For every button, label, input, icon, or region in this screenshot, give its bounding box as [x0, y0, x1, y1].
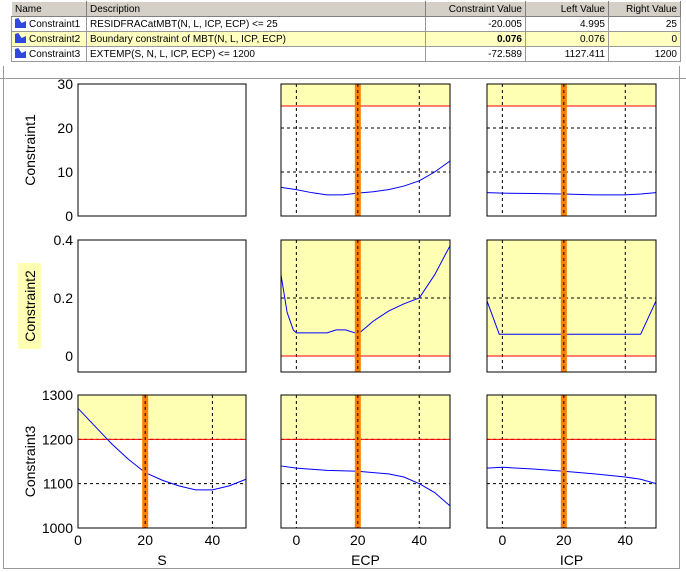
- axes-box: [280, 83, 451, 217]
- row-description: Boundary constraint of MBT(N, L, ICP, EC…: [86, 31, 426, 47]
- plot-frame: [3, 66, 680, 569]
- constraint-curve: [280, 245, 451, 335]
- x-tick-label: 0: [292, 532, 300, 548]
- subplot-Constraint3-ECP: 0 20 40 ECP: [280, 394, 451, 568]
- constraint-curve: [280, 160, 451, 196]
- axes-box: [486, 239, 657, 373]
- subplot-Constraint1-ECP: [280, 83, 451, 217]
- constraint-curve: [280, 465, 451, 507]
- y-tick-label: 30: [57, 76, 73, 92]
- feasible-region: [281, 84, 450, 106]
- y-tick-label: 1300: [42, 387, 73, 403]
- col-header-right-value[interactable]: Right Value: [608, 1, 681, 17]
- table-row-selected[interactable]: Constraint2 Boundary constraint of MBT(N…: [11, 31, 681, 47]
- x-tick-label: 20: [137, 532, 153, 548]
- subplot-Constraint2-ICP: [486, 239, 657, 373]
- subplot-Constraint1-S: 0 10 20 30 Constraint1: [22, 76, 247, 224]
- subplot-Constraint2-S: 0 0.2 0.4 Constraint2: [18, 232, 247, 373]
- subplot-Constraint1-ICP: [486, 83, 657, 217]
- y-axis-label: Constraint2: [22, 270, 38, 342]
- subplot-Constraint2-ECP: [280, 239, 451, 373]
- row-description: EXTEMP(S, N, L, ICP, ECP) <= 1200: [86, 46, 426, 62]
- constraints-table: Name Description Constraint Value Left V…: [11, 1, 681, 62]
- y-tick-label: 10: [57, 164, 73, 180]
- row-constraint-value: 0.076: [425, 31, 526, 47]
- x-tick-label: 0: [498, 532, 506, 548]
- feasible-region: [487, 84, 656, 106]
- x-tick-label: 20: [556, 532, 572, 548]
- subplot-Constraint3-S: 1000 1100 1200 1300 Constraint3 0 20 40 S: [22, 387, 247, 568]
- y-axis-label: Constraint1: [22, 114, 38, 186]
- ylabel-highlight: [18, 263, 41, 349]
- y-tick-label: 0.4: [54, 232, 74, 248]
- axes-box: [77, 83, 247, 217]
- y-tick-label: 1200: [42, 431, 73, 447]
- col-header-description[interactable]: Description: [86, 1, 426, 17]
- axes-box: [77, 239, 247, 373]
- constraint-curve: [486, 192, 657, 196]
- x-tick-label: 40: [411, 532, 427, 548]
- y-tick-label: 0: [65, 208, 73, 224]
- constraint-curve: [486, 300, 657, 335]
- constraint-curve: [486, 466, 657, 485]
- y-tick-label: 20: [57, 120, 73, 136]
- y-tick-label: 1100: [43, 476, 73, 492]
- row-name: Constraint1: [29, 19, 81, 30]
- divider: [0, 78, 686, 79]
- x-tick-label: 40: [617, 532, 633, 548]
- feasible-region: [78, 395, 246, 440]
- table-row[interactable]: Constraint3 EXTEMP(S, N, L, ICP, ECP) <=…: [11, 46, 681, 62]
- feasible-region: [281, 395, 450, 440]
- axes-box: [280, 394, 451, 529]
- constraint-icon: [15, 48, 26, 58]
- x-tick-label: 20: [350, 532, 366, 548]
- y-axis-label: Constraint3: [22, 425, 38, 497]
- constraint-icon: [15, 33, 26, 43]
- axes-box: [486, 394, 657, 529]
- axes-box: [280, 239, 451, 373]
- x-tick-label: 40: [205, 532, 221, 548]
- axes-box: [77, 394, 247, 529]
- axes-background: [78, 240, 246, 372]
- row-name: Constraint3: [29, 49, 81, 60]
- axes-background: [78, 84, 246, 216]
- x-axis-label: ICP: [560, 552, 583, 568]
- row-right-value: 1200: [608, 46, 681, 62]
- constraint-icon: [15, 18, 26, 28]
- y-tick-label: 0: [65, 348, 73, 364]
- col-header-name[interactable]: Name: [11, 1, 87, 17]
- y-tick-label: 0.2: [54, 290, 74, 306]
- x-axis-label: ECP: [351, 552, 380, 568]
- constraint-curve: [77, 407, 247, 491]
- feasible-region: [487, 395, 656, 440]
- row-name: Constraint2: [29, 34, 81, 45]
- axes-box: [486, 83, 657, 217]
- y-tick-label: 1000: [42, 520, 73, 536]
- subplot-Constraint3-ICP: 0 20 40 ICP: [486, 394, 657, 568]
- x-tick-label: 0: [74, 532, 82, 548]
- x-axis-label: S: [157, 552, 166, 568]
